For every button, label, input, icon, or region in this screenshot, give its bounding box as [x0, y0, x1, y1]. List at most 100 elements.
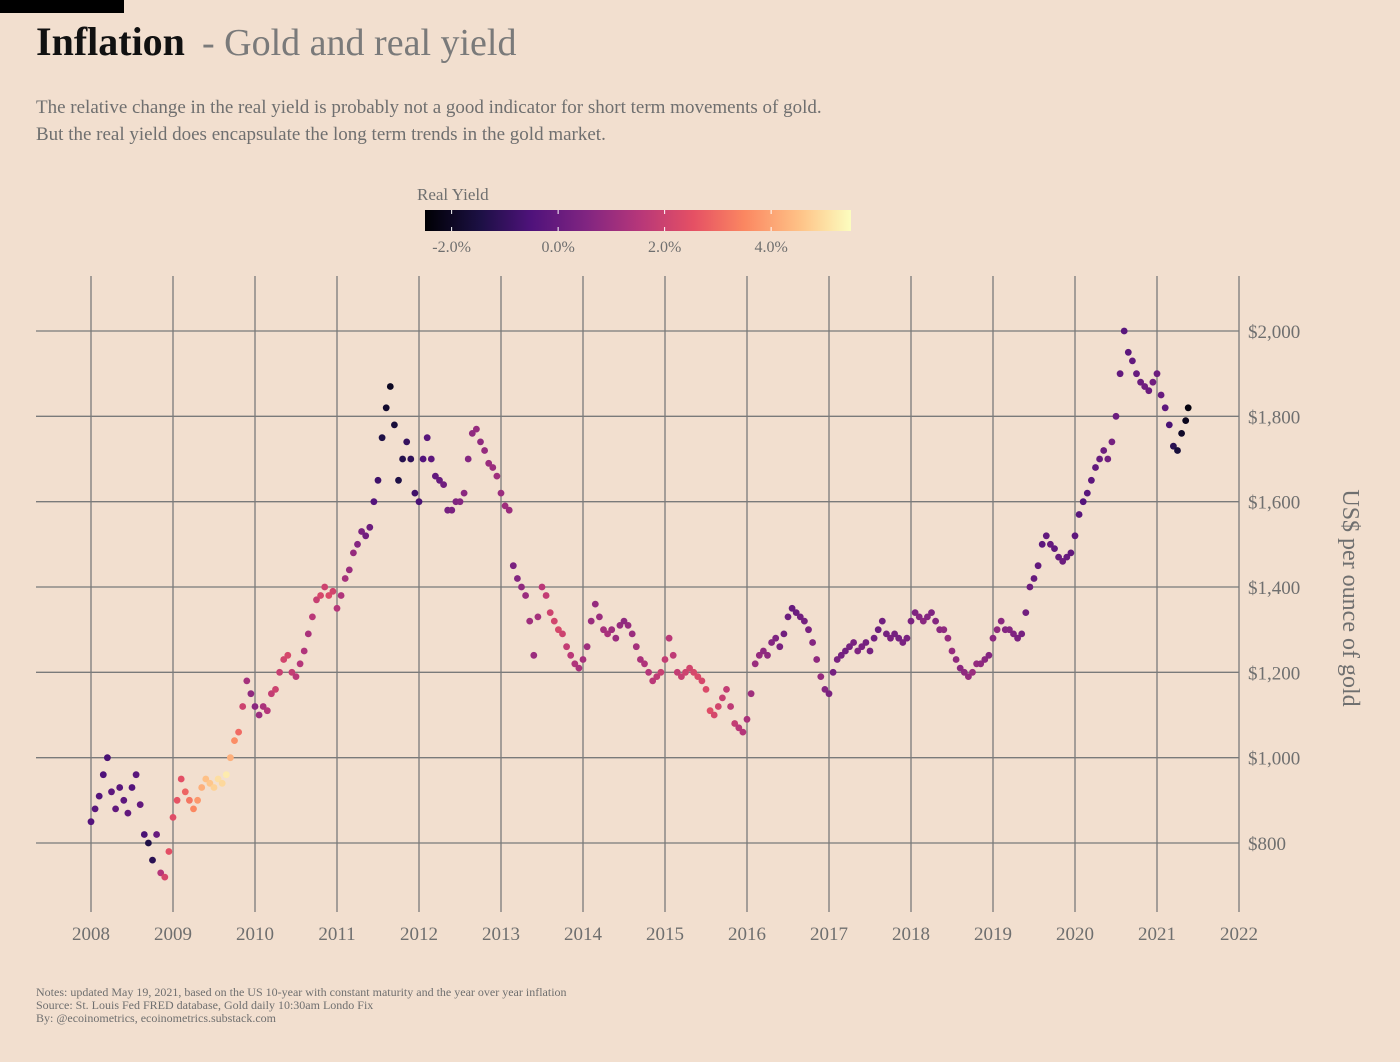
data-point — [1157, 391, 1165, 399]
data-point — [534, 613, 542, 621]
data-point — [190, 805, 197, 813]
data-point — [1092, 464, 1099, 471]
data-point — [460, 489, 468, 497]
data-point — [243, 677, 251, 685]
x-tick-label: 2020 — [1056, 924, 1094, 945]
x-tick-label: 2019 — [974, 924, 1012, 945]
data-point — [866, 647, 874, 655]
data-point — [846, 643, 853, 651]
data-point — [120, 796, 128, 804]
data-point — [559, 630, 566, 638]
data-point — [395, 476, 402, 484]
data-point — [895, 634, 903, 642]
data-point — [1083, 489, 1091, 497]
data-point — [1022, 609, 1030, 616]
data-point — [612, 634, 620, 642]
data-point — [645, 668, 652, 676]
x-tick-label: 2012 — [400, 924, 438, 945]
data-point — [173, 796, 181, 804]
data-point — [1137, 378, 1144, 386]
data-point — [391, 421, 398, 429]
data-point — [649, 677, 657, 685]
colorbar-tick-label: -2.0% — [432, 239, 471, 256]
data-point — [1182, 417, 1190, 424]
data-point — [616, 622, 624, 629]
chart-title: Inflation - Gold and real yield — [36, 18, 516, 65]
subtitle-line-2: But the real yield does encapsulate the … — [36, 124, 606, 145]
data-point — [805, 626, 812, 634]
data-point — [1112, 412, 1120, 420]
data-point — [600, 626, 607, 634]
y-tick-label: $1,400 — [1248, 578, 1300, 599]
data-point — [1079, 498, 1087, 506]
data-point — [924, 613, 931, 621]
data-point — [157, 869, 165, 877]
data-point — [731, 720, 739, 727]
data-point — [1116, 370, 1124, 378]
colorbar-tick-label: 2.0% — [648, 239, 681, 256]
data-point — [99, 771, 107, 779]
data-point — [165, 848, 173, 855]
x-tick-label: 2018 — [892, 924, 930, 945]
data-point — [870, 634, 878, 642]
data-point — [538, 583, 546, 591]
data-point — [399, 455, 406, 463]
data-point — [596, 613, 603, 621]
data-point — [304, 630, 312, 638]
data-point — [981, 656, 989, 663]
data-point — [259, 703, 267, 710]
data-point — [1055, 553, 1062, 561]
data-point — [227, 754, 234, 762]
data-point — [337, 592, 345, 599]
data-point — [473, 425, 480, 433]
data-point — [214, 775, 222, 783]
data-point — [837, 651, 845, 659]
data-point — [1165, 421, 1173, 429]
data-point — [780, 630, 788, 638]
data-point — [514, 575, 521, 582]
data-point — [436, 476, 443, 484]
data-point — [403, 438, 411, 446]
data-point — [1184, 404, 1192, 412]
y-tick-label: $1,000 — [1248, 749, 1300, 770]
data-point — [1014, 634, 1021, 642]
data-point — [104, 754, 111, 762]
data-point — [993, 626, 1001, 634]
data-point — [432, 472, 439, 480]
data-point — [817, 673, 825, 680]
x-tick-label: 2010 — [236, 924, 274, 945]
data-point — [522, 592, 529, 599]
x-tick-label: 2014 — [564, 924, 603, 945]
data-point — [944, 634, 952, 642]
data-point — [563, 643, 570, 651]
data-point — [583, 643, 591, 651]
data-point — [112, 805, 119, 813]
data-point — [255, 711, 263, 719]
data-point — [313, 596, 320, 604]
data-point — [948, 647, 956, 655]
data-point — [464, 455, 472, 463]
data-point — [210, 784, 218, 791]
data-point — [792, 609, 800, 616]
data-point — [571, 660, 579, 668]
data-point — [239, 703, 247, 710]
x-tick-label: 2015 — [646, 924, 684, 945]
data-point — [235, 728, 243, 736]
data-point — [965, 673, 972, 680]
data-point — [501, 502, 509, 510]
data-point — [1018, 630, 1026, 638]
data-point — [661, 656, 669, 663]
data-point — [550, 617, 558, 625]
title-main: Inflation — [36, 19, 185, 64]
data-point — [1051, 545, 1058, 552]
data-point — [956, 664, 964, 672]
data-point — [149, 856, 156, 864]
data-point — [145, 839, 152, 847]
data-point — [350, 549, 357, 557]
chart-subtitle: The relative change in the real yield is… — [36, 94, 1036, 148]
data-point — [366, 523, 374, 531]
data-point — [456, 498, 464, 506]
data-point — [407, 455, 415, 463]
data-point — [899, 639, 907, 646]
data-point — [477, 438, 484, 446]
